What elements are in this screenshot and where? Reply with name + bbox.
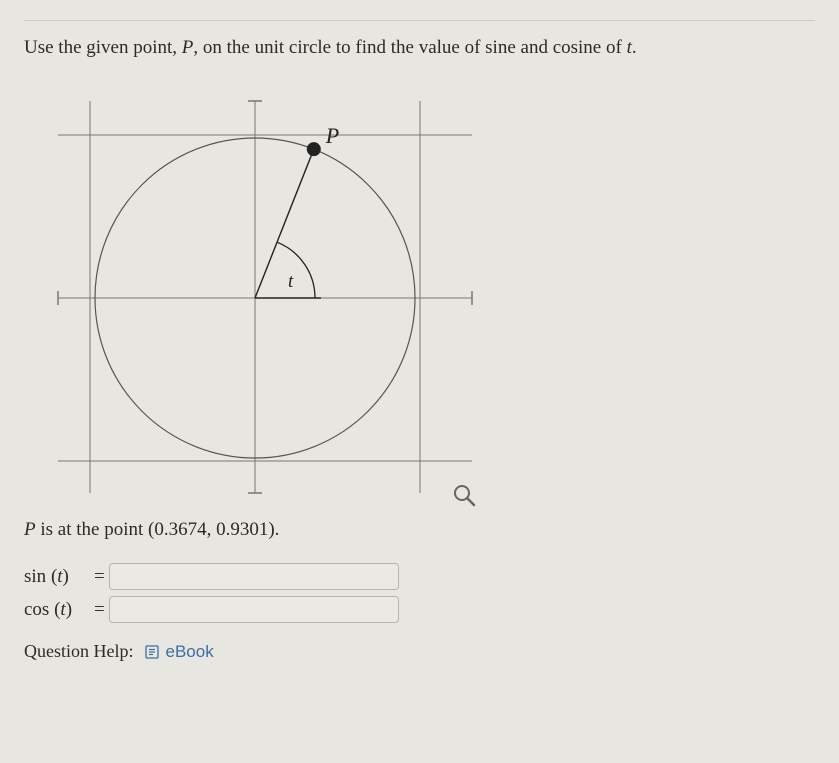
sin-eq: = bbox=[94, 566, 105, 588]
answer-section: sin (t) = cos (t) = bbox=[24, 563, 815, 623]
unit-circle-diagram: Pt bbox=[20, 73, 480, 513]
ebook-text: eBook bbox=[166, 642, 214, 662]
sin-label: sin (t) bbox=[24, 566, 92, 588]
question-help-row: Question Help: eBook bbox=[24, 641, 815, 662]
diagram-svg: Pt bbox=[20, 73, 480, 513]
cos-row: cos (t) = bbox=[24, 596, 815, 623]
q-prefix: Use the given point, bbox=[24, 37, 182, 58]
point-P: P bbox=[24, 519, 36, 540]
cos-label: cos (t) bbox=[24, 599, 92, 621]
top-divider bbox=[24, 20, 815, 21]
ebook-icon bbox=[144, 644, 160, 660]
q-mid: , on the unit circle to find the value o… bbox=[193, 37, 626, 58]
sin-fn: sin bbox=[24, 566, 46, 587]
ebook-link[interactable]: eBook bbox=[144, 642, 214, 662]
q-suffix: . bbox=[632, 37, 637, 58]
q-point-var: P bbox=[182, 37, 194, 58]
help-label: Question Help: bbox=[24, 641, 134, 662]
cos-eq: = bbox=[94, 599, 105, 621]
cos-fn: cos bbox=[24, 599, 49, 620]
cos-arg: t bbox=[60, 599, 65, 620]
point-coords: is at the point (0.3674, 0.9301). bbox=[36, 519, 280, 540]
question-prompt: Use the given point, P, on the unit circ… bbox=[24, 37, 815, 59]
point-coordinates-line: P is at the point (0.3674, 0.9301). bbox=[24, 519, 815, 541]
svg-text:P: P bbox=[325, 123, 339, 148]
cos-input[interactable] bbox=[109, 596, 399, 623]
sin-row: sin (t) = bbox=[24, 563, 815, 590]
svg-text:t: t bbox=[288, 271, 294, 292]
sin-input[interactable] bbox=[109, 563, 399, 590]
sin-arg: t bbox=[57, 566, 62, 587]
